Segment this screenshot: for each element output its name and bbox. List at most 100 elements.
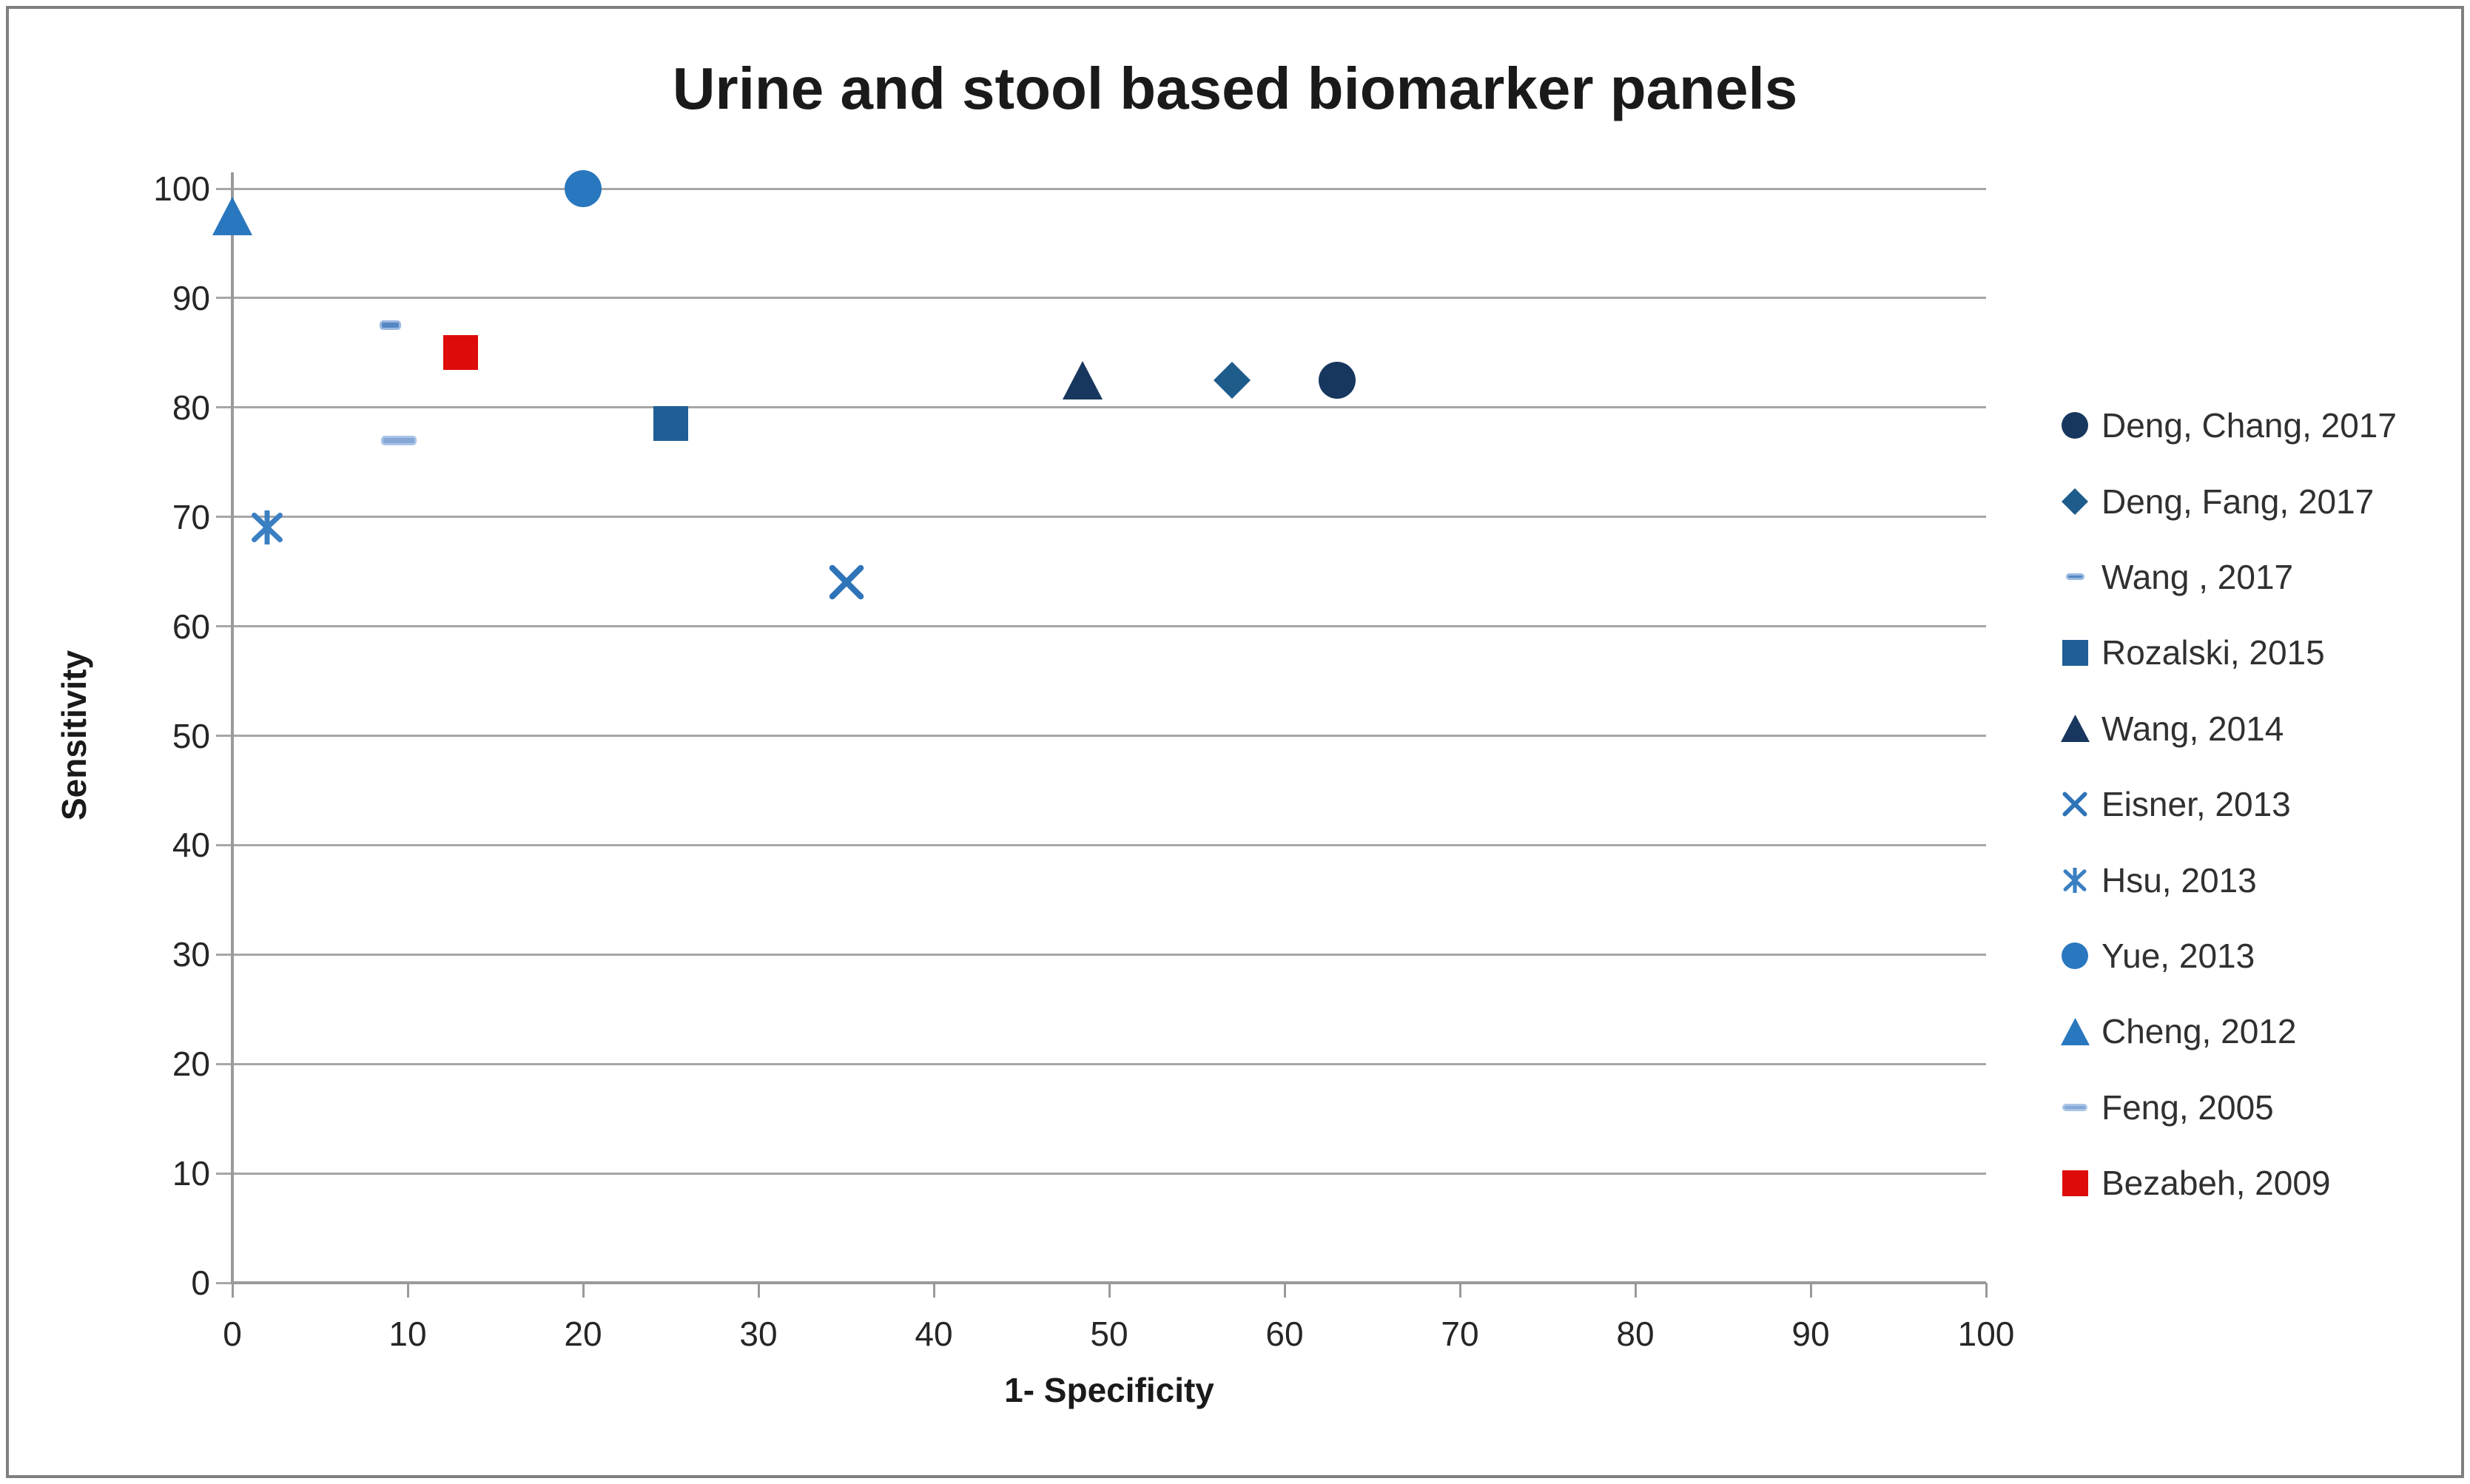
legend-label: Deng, Fang, 2017 [2101, 482, 2375, 521]
square-icon [2062, 1170, 2088, 1196]
data-point-feng-2005 [381, 435, 417, 445]
dash-marker-icon [2056, 1103, 2094, 1111]
legend-item: Rozalski, 2015 [2056, 615, 2397, 690]
x-tick-0 [231, 1283, 234, 1298]
x-tick-label: 30 [739, 1315, 778, 1353]
data-point-yue-2013 [565, 170, 602, 207]
x-tick-90 [1809, 1283, 1812, 1298]
y-tick-label: 70 [172, 497, 210, 536]
x-tick-label: 10 [388, 1315, 427, 1353]
data-point-deng-chang-2017 [1319, 361, 1356, 399]
y-tick-label: 80 [172, 388, 210, 427]
gridline-y-90 [216, 297, 1986, 300]
gridline-y-40 [216, 843, 1986, 846]
y-axis-title: Sensitivity [55, 650, 93, 821]
circle-marker-icon [2056, 942, 2094, 969]
x-tick-label: 0 [223, 1315, 242, 1353]
x-tick-80 [1634, 1283, 1637, 1298]
x-tick-30 [757, 1283, 760, 1298]
x-tick-label: 100 [1957, 1315, 2015, 1353]
diamond-icon [2062, 488, 2088, 515]
x-tick-50 [1108, 1283, 1111, 1298]
square-icon [2062, 639, 2088, 666]
legend-label: Rozalski, 2015 [2101, 633, 2325, 672]
legend-item: Wang , 2017 [2056, 539, 2397, 615]
gridline-y-10 [216, 1172, 1986, 1175]
circle-icon [2062, 412, 2088, 439]
legend-item: Bezabeh, 2009 [2056, 1145, 2397, 1221]
gridline-y-20 [216, 1062, 1986, 1065]
x-tick-label: 40 [915, 1315, 953, 1353]
legend: Deng, Chang, 2017 Deng, Fang, 2017 Wang , … [2056, 388, 2397, 1221]
y-tick-label: 50 [172, 716, 210, 755]
data-point-cheng-2012 [212, 196, 252, 235]
dash-small-icon [2065, 573, 2084, 581]
data-point-wang-2014 [1063, 360, 1103, 399]
x-tick-20 [582, 1283, 585, 1298]
chart-frame: Urine and stool based biomarker panels 0… [6, 6, 2464, 1478]
data-point-deng-fang-2017 [1213, 361, 1251, 399]
gridline-y-100 [216, 187, 1986, 190]
circle-marker-icon [2056, 412, 2094, 439]
legend-item: Yue, 2013 [2056, 918, 2397, 994]
x-tick-label: 90 [1791, 1315, 1830, 1353]
data-point-wang-2017 [379, 320, 401, 331]
data-point-rozalski-2015 [653, 406, 688, 442]
x-tick-70 [1458, 1283, 1461, 1298]
legend-label: Yue, 2013 [2101, 936, 2255, 975]
x-tick-10 [406, 1283, 409, 1298]
circle-icon [2062, 942, 2088, 969]
x-marker-icon [2056, 792, 2094, 817]
legend-label: Deng, Chang, 2017 [2101, 406, 2397, 445]
diamond-marker-icon [2056, 488, 2094, 515]
y-axis-line [231, 172, 234, 1284]
gridline-y-60 [216, 625, 1986, 628]
gridline-y-50 [216, 735, 1986, 737]
x-tick-label: 80 [1616, 1315, 1655, 1353]
x-tick-label: 20 [564, 1315, 602, 1353]
legend-label: Hsu, 2013 [2101, 860, 2257, 900]
square-marker-icon [2056, 639, 2094, 666]
legend-label: Feng, 2005 [2101, 1087, 2274, 1127]
asterisk-marker-icon [2056, 867, 2094, 893]
x-tick-40 [932, 1283, 935, 1298]
legend-item: Deng, Fang, 2017 [2056, 463, 2397, 539]
legend-label: Cheng, 2012 [2101, 1012, 2297, 1051]
x-tick-label: 70 [1441, 1315, 1479, 1353]
data-point-bezabeh-2009 [442, 335, 478, 371]
triangle-marker-icon [2056, 1017, 2094, 1045]
data-point-hsu-2013 [250, 510, 284, 545]
x-tick-60 [1283, 1283, 1286, 1298]
chart-title: Urine and stool based biomarker panels [672, 55, 1798, 121]
gridline-y-80 [216, 406, 1986, 409]
x-tick-label: 50 [1090, 1315, 1128, 1353]
legend-item: Deng, Chang, 2017 [2056, 388, 2397, 463]
plot-area: 0 10 20 30 40 50 60 70 80 90 100 0 10 20 30 40 50 60 70 80 9… [55, 169, 2014, 1409]
dash-icon [2062, 1103, 2087, 1111]
triangle-marker-icon [2056, 715, 2094, 743]
legend-label: Bezabeh, 2009 [2101, 1164, 2331, 1203]
legend-label: Wang , 2017 [2101, 557, 2294, 596]
x-axis-title: 1- Specificity [1004, 1371, 1214, 1409]
triangle-icon [2060, 1017, 2090, 1045]
gridline-y-30 [216, 953, 1986, 956]
y-tick-label: 90 [172, 278, 210, 317]
asterisk-icon [2062, 867, 2087, 893]
x-tick-label: 60 [1265, 1315, 1304, 1353]
y-tick-label: 10 [172, 1154, 210, 1193]
y-tick-label: 20 [172, 1045, 210, 1084]
dash-small-marker-icon [2056, 573, 2094, 581]
legend-item: Feng, 2005 [2056, 1070, 2397, 1145]
y-tick-label: 100 [153, 169, 210, 208]
legend-item: Hsu, 2013 [2056, 842, 2397, 917]
legend-label: Wang, 2014 [2101, 709, 2284, 748]
gridline-y-70 [216, 516, 1986, 519]
y-tick-label: 0 [191, 1264, 210, 1302]
y-tick-label: 30 [172, 935, 210, 974]
legend-item: Eisner, 2013 [2056, 766, 2397, 842]
legend-item: Cheng, 2012 [2056, 994, 2397, 1069]
y-tick-label: 40 [172, 826, 210, 865]
data-point-eisner-2013 [829, 564, 864, 600]
x-icon [2062, 792, 2087, 817]
x-tick-100 [1985, 1283, 1988, 1298]
